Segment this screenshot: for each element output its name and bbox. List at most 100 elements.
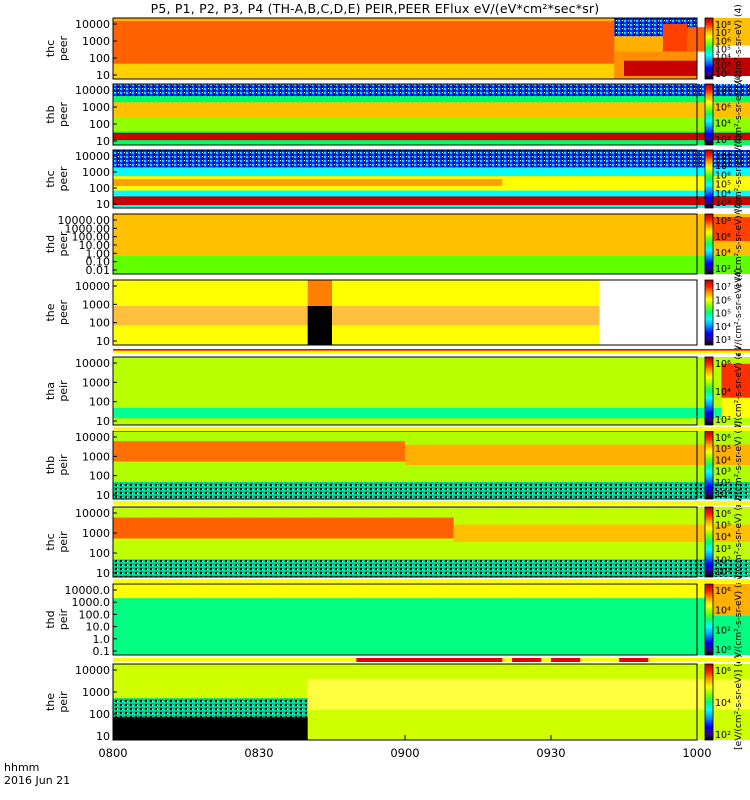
y-tick-label: 10 <box>96 69 110 82</box>
heatmap-block <box>113 482 750 499</box>
colorbar-tick-label: 10⁵ <box>715 444 731 455</box>
y-axis-label: peir <box>57 531 70 553</box>
colorbar-tick-label: 10⁶ <box>715 36 731 47</box>
colorbar <box>704 506 714 578</box>
y-tick-label: 10000 <box>75 84 110 97</box>
y-tick-label: 0.01 <box>86 264 111 277</box>
colorbar-tick-label: 10⁵ <box>715 521 731 532</box>
colorbar-tick-label: 10³ <box>715 61 731 72</box>
heatmap-block <box>113 256 750 274</box>
y-tick-label: 100 <box>89 118 110 131</box>
heatmap-block <box>113 517 454 539</box>
status-bar <box>113 349 750 353</box>
heatmap-block <box>113 63 615 79</box>
colorbar-tick-label: 10⁵ <box>715 309 731 320</box>
colorbar-tick-label: 10⁴ <box>715 119 731 130</box>
y-tick-label: 1000 <box>82 527 110 540</box>
y-tick-label: 1000.00 <box>65 222 111 235</box>
heatmap-block <box>405 444 750 465</box>
heatmap-block <box>113 306 600 326</box>
y-tick-label: 100 <box>89 470 110 483</box>
status-segment <box>551 658 581 662</box>
y-tick-label: 10 <box>96 415 110 428</box>
y-axis-label: peir <box>57 691 70 713</box>
y-axis-label: thd <box>44 235 57 253</box>
heatmap-block <box>113 441 405 462</box>
colorbar-label: eV/(cm²-s-sr-eV) (4) <box>734 575 744 664</box>
status-segment <box>356 658 503 662</box>
colorbar <box>704 663 714 741</box>
y-tick-label: 0.10 <box>86 256 111 269</box>
y-tick-label: 10 <box>96 489 110 502</box>
status-bar <box>113 427 750 431</box>
status-segment <box>113 427 750 431</box>
colorbar-tick-label: 10⁴ <box>715 532 731 543</box>
colorbar <box>704 583 714 656</box>
y-tick-label: 10 <box>96 335 110 348</box>
panel-frame <box>112 149 698 209</box>
colorbar-tick-label: 10⁸ <box>715 216 731 227</box>
heatmap-block <box>721 397 750 419</box>
y-axis-label: thb <box>44 105 57 123</box>
heatmap-block <box>113 196 750 206</box>
colorbar-tick-label: 10⁶ <box>715 170 731 181</box>
colorbar-tick-label: 10⁶ <box>715 359 731 370</box>
heatmap-block <box>113 559 750 577</box>
colorbar-tick-label: 10² <box>715 555 731 566</box>
y-tick-label: 10000 <box>75 507 110 520</box>
heatmap-block <box>307 679 750 710</box>
colorbar-tick-label: 10³ <box>715 467 731 478</box>
y-tick-label: 0.1 <box>93 645 111 658</box>
colorbar-tick-label: 10⁰ <box>715 645 731 656</box>
y-tick-label: 100 <box>89 182 110 195</box>
heatmap-block <box>113 132 750 141</box>
heatmap-block <box>711 584 750 616</box>
colorbar-tick-label: 10⁷ <box>715 161 731 172</box>
colorbar-label: eV/(cm²-s-sr-eV) (4) <box>734 200 744 289</box>
status-bar <box>113 579 750 583</box>
y-axis-label: peir <box>57 608 70 630</box>
colorbar-tick-label: 10⁶ <box>715 102 731 113</box>
x-tick-label: 0900 <box>390 746 419 760</box>
y-axis-label: peer <box>57 300 70 326</box>
colorbar-label: eV/(cm²-s-sr-eV) (4) <box>734 498 744 587</box>
x-tick-label: 1000 <box>682 746 711 760</box>
status-bar <box>113 658 750 662</box>
y-axis-label: peir <box>57 454 70 476</box>
colorbar-tick-label: 10⁷ <box>715 28 731 39</box>
x-tick-label: 0830 <box>244 746 273 760</box>
heatmap-block <box>711 57 750 76</box>
y-tick-label: 1.00 <box>86 247 111 260</box>
colorbar-tick-label: 10³ <box>715 335 731 346</box>
colorbar-tick-label: 10² <box>715 264 731 275</box>
colorbar-tick-label: 10⁴ <box>715 606 731 617</box>
y-tick-label: 1000 <box>82 450 110 463</box>
colorbar-tick-label: 10⁶ <box>715 666 731 677</box>
colorbar-label: eV/(cm²-s-sr-eV) (4) <box>734 268 744 357</box>
y-tick-label: 10000 <box>75 280 110 293</box>
colorbar <box>704 279 714 346</box>
panel-frame <box>112 506 698 578</box>
y-tick-label: 100 <box>89 52 110 65</box>
y-tick-label: 10000.0 <box>65 584 111 597</box>
colorbar-tick-label: 10² <box>715 625 731 636</box>
heatmap-block <box>113 84 750 97</box>
y-tick-label: 10000 <box>75 18 110 31</box>
y-tick-label: 1.0 <box>93 633 111 646</box>
heatmap-block <box>113 408 750 419</box>
colorbar <box>704 149 714 209</box>
status-bar <box>113 501 750 505</box>
colorbar-tick-label: 10⁴ <box>715 387 731 398</box>
colorbar-tick-label: 10⁵ <box>715 180 731 191</box>
heatmap-block <box>711 217 750 241</box>
colorbar-tick-label: 10² <box>715 478 731 489</box>
colorbar <box>704 430 714 500</box>
y-axis-label: peir <box>57 380 70 402</box>
y-axis-label: thc <box>44 533 57 550</box>
colorbar-tick-label: 10² <box>715 135 731 146</box>
colorbar-tick-label: 10² <box>715 415 731 426</box>
y-tick-label: 100 <box>89 317 110 330</box>
